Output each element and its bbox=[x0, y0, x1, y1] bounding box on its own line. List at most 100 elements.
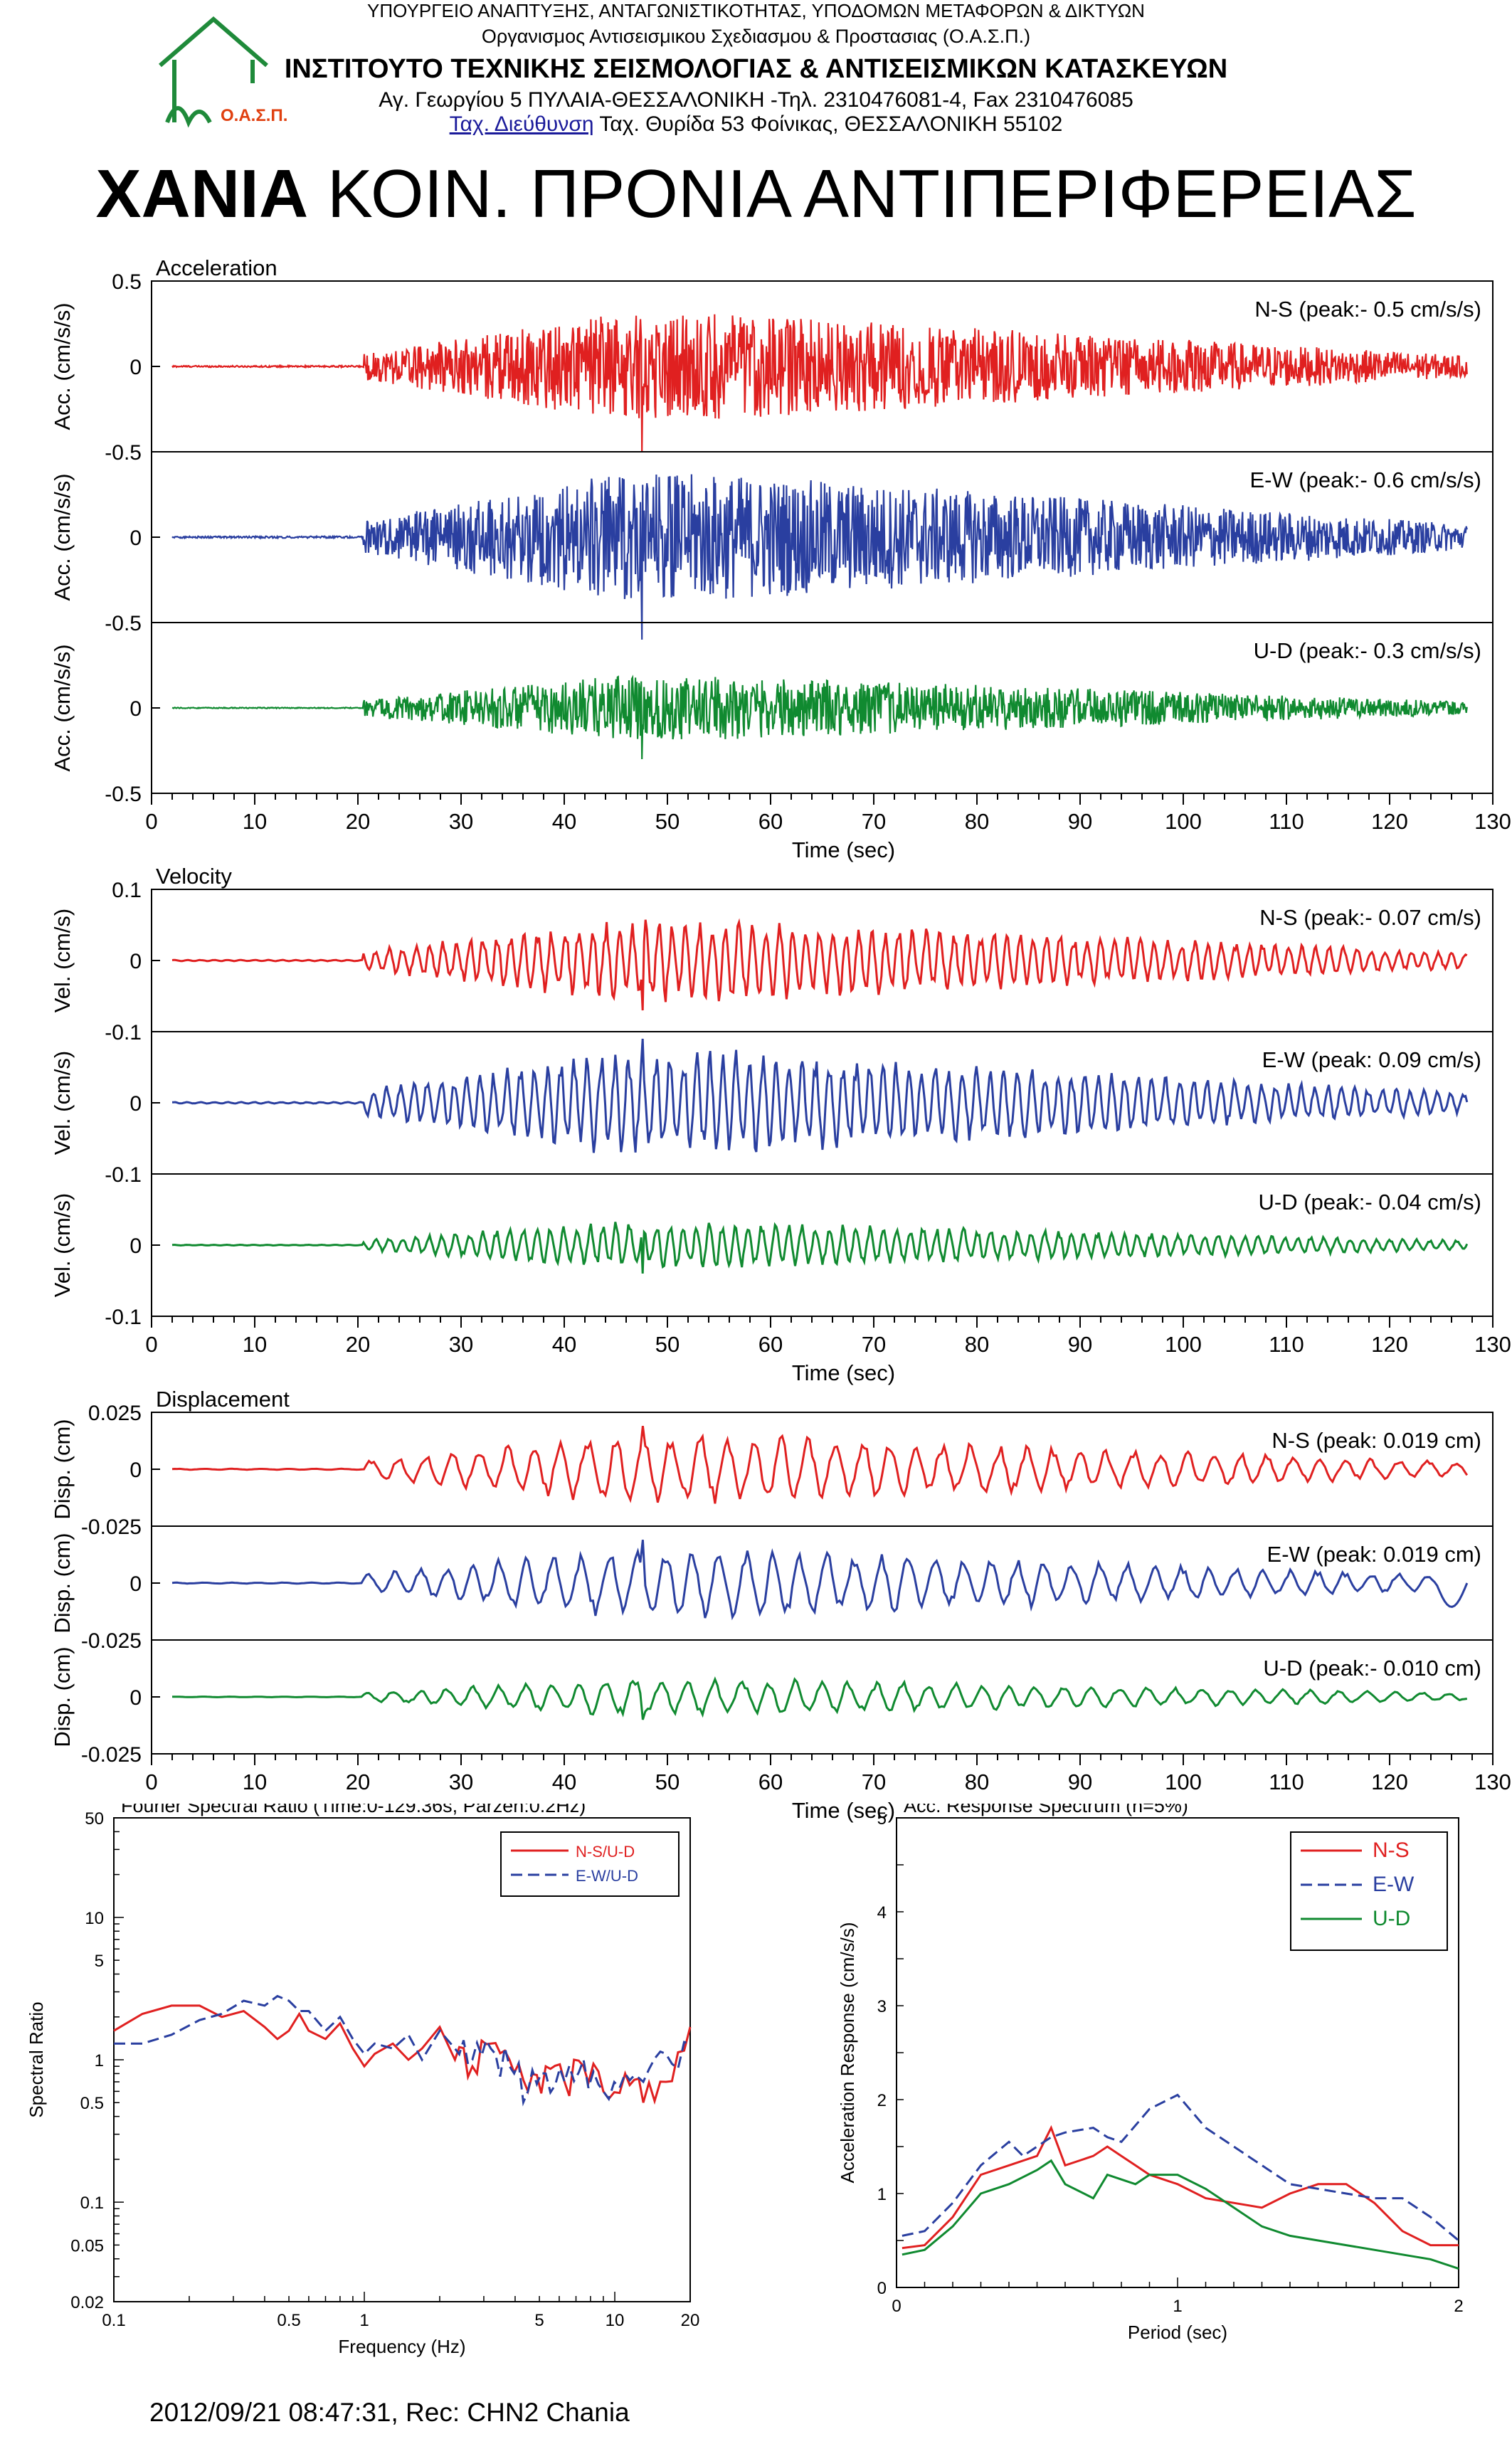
series-label: E-W (peak: 0.019 cm) bbox=[1267, 1542, 1481, 1567]
x-tick-label: 20 bbox=[681, 2311, 700, 2330]
y-tick-label: 0 bbox=[129, 356, 142, 379]
x-axis-label: Time (sec) bbox=[792, 1798, 895, 1823]
address-line: Αγ. Γεωργίου 5 ΠΥΛΑΙΑ-ΘΕΣΣΑΛΟΝΙΚΗ -Τηλ. … bbox=[379, 88, 1133, 112]
organization-line: Οργανισμος Αντισεισμικου Σχεδιασμου & Πρ… bbox=[481, 26, 1031, 47]
trace-n-s bbox=[171, 918, 1468, 1011]
x-tick-label: 10 bbox=[243, 1332, 267, 1357]
title-station: ΚΟΙΝ. ΠΡΟΝΙΑ ΑΝΤΙΠΕΡΙΦΕΡΕΙΑΣ bbox=[308, 156, 1417, 232]
trace-u-d bbox=[171, 674, 1468, 760]
x-tick-label: 100 bbox=[1165, 809, 1202, 834]
y-tick-label: -0.5 bbox=[105, 612, 142, 635]
trace-n-s bbox=[171, 1426, 1469, 1504]
response-spectrum-chart: Acc. Response Spectrum (h=5%) 0 1 2 0 1 2 3 4 5 Pe… bbox=[837, 1804, 1464, 2343]
y-tick-label: 0 bbox=[129, 1459, 142, 1482]
postal-text: Ταχ. Θυρίδα 53 Φοίνικας, ΘΕΣΣΑΛΟΝΙΚΗ 551… bbox=[593, 112, 1063, 136]
postal-label-link[interactable]: Ταχ. Διεύθυνση bbox=[449, 112, 594, 136]
x-tick-label: 0.1 bbox=[102, 2311, 125, 2330]
y-tick-label: -0.1 bbox=[105, 1306, 142, 1329]
x-tick-label: 80 bbox=[965, 809, 989, 834]
chart-title: Fourier Spectral Ratio (Time:0-129.36s, … bbox=[121, 1804, 586, 1816]
x-tick-label: 30 bbox=[449, 1332, 473, 1357]
title-city: ΧΑΝΙΑ bbox=[95, 156, 309, 232]
x-tick-label: 1 bbox=[359, 2311, 369, 2330]
y-tick-label: 0 bbox=[877, 2279, 887, 2298]
series-label: E-W (peak:- 0.6 cm/s/s) bbox=[1249, 467, 1481, 492]
x-tick-label: 0 bbox=[145, 1332, 157, 1357]
y-axis-label: Spectral Ratio bbox=[26, 2001, 47, 2117]
y-tick-label: 10 bbox=[85, 1909, 104, 1928]
y-tick-label: 2 bbox=[877, 2091, 887, 2110]
chart-title: Displacement bbox=[156, 1387, 290, 1412]
trace-u-d bbox=[172, 1676, 1468, 1720]
x-tick-label: 60 bbox=[758, 1769, 783, 1794]
x-tick-label: 0.5 bbox=[277, 2311, 300, 2330]
series-label: U-D (peak:- 0.04 cm/s) bbox=[1258, 1190, 1481, 1215]
series-label: U-D (peak:- 0.3 cm/s/s) bbox=[1254, 638, 1481, 663]
trace-e-w bbox=[172, 1038, 1469, 1153]
legend-entry: E-W bbox=[1373, 1873, 1415, 1896]
x-tick-label: 0 bbox=[145, 809, 157, 834]
y-axis-label: Disp. (cm) bbox=[50, 1646, 75, 1747]
spectrum-line-e-w-u-d bbox=[114, 1994, 691, 2107]
y-tick-label: -0.025 bbox=[81, 1743, 142, 1767]
x-tick-label: 120 bbox=[1371, 1769, 1408, 1794]
spectrum-line-n-s bbox=[902, 2125, 1459, 2250]
legend-box bbox=[500, 1831, 680, 1897]
y-axis-label: Acc. (cm/s/s) bbox=[50, 644, 75, 771]
y-tick-label: 0 bbox=[129, 697, 142, 721]
x-tick-label: 70 bbox=[862, 1769, 886, 1794]
y-tick-label: 0.1 bbox=[80, 2194, 104, 2213]
x-tick-label: 110 bbox=[1269, 1332, 1304, 1357]
trace-e-w bbox=[171, 474, 1468, 640]
x-tick-label: 20 bbox=[346, 809, 370, 834]
x-tick-label: 30 bbox=[449, 809, 473, 834]
x-tick-label: 10 bbox=[243, 1769, 267, 1794]
y-tick-label: 0.1 bbox=[112, 879, 142, 902]
x-tick-label: 1 bbox=[1173, 2297, 1182, 2316]
x-tick-label: 110 bbox=[1269, 1769, 1304, 1794]
y-tick-label: -0.025 bbox=[81, 1629, 142, 1653]
x-tick-label: 80 bbox=[965, 1332, 989, 1357]
series-label: N-S (peak:- 0.5 cm/s/s) bbox=[1254, 297, 1481, 322]
x-tick-label: 0 bbox=[892, 2297, 901, 2316]
series-label: U-D (peak:- 0.010 cm) bbox=[1263, 1656, 1481, 1681]
y-tick-label: 5 bbox=[95, 1952, 104, 1971]
x-tick-label: 70 bbox=[862, 1332, 886, 1357]
y-tick-label: 0.025 bbox=[88, 1402, 142, 1425]
svg-text:Ο.Α.Σ.Π.: Ο.Α.Σ.Π. bbox=[221, 106, 287, 125]
postal-line: Ταχ. Διεύθυνση Ταχ. Θυρίδα 53 Φοίνικας, … bbox=[0, 112, 1512, 137]
y-tick-label: 0.5 bbox=[112, 270, 142, 294]
x-tick-label: 110 bbox=[1269, 809, 1304, 834]
y-tick-label: -0.025 bbox=[81, 1515, 142, 1539]
x-tick-label: 60 bbox=[758, 1332, 783, 1357]
institute-line: ΙΝΣΤΙΤΟΥΤΟ ΤΕΧΝΙΚΗΣ ΣΕΙΣΜΟΛΟΓΙΑΣ & ΑΝΤΙΣ… bbox=[284, 54, 1228, 84]
y-tick-label: 3 bbox=[877, 1997, 887, 2016]
x-axis-label: Frequency (Hz) bbox=[338, 2336, 465, 2357]
x-tick-label: 40 bbox=[552, 1769, 576, 1794]
x-tick-label: 100 bbox=[1165, 1769, 1202, 1794]
series-label: N-S (peak:- 0.07 cm/s) bbox=[1259, 905, 1481, 930]
x-tick-label: 40 bbox=[552, 1332, 576, 1357]
x-tick-label: 80 bbox=[965, 1769, 989, 1794]
chart-title: Velocity bbox=[156, 864, 232, 889]
y-tick-label: -0.1 bbox=[105, 1021, 142, 1044]
trace-n-s bbox=[171, 314, 1468, 453]
legend-entry: N-S bbox=[1373, 1838, 1410, 1862]
x-tick-label: 100 bbox=[1165, 1332, 1202, 1357]
y-tick-label: 0.5 bbox=[80, 2094, 104, 2113]
y-axis-label: Acc. (cm/s/s) bbox=[50, 302, 75, 430]
y-tick-label: 50 bbox=[85, 1809, 104, 1829]
x-tick-label: 130 bbox=[1474, 1769, 1511, 1794]
footer-record-info: 2012/09/21 08:47:31, Rec: CHN2 Chania bbox=[149, 2398, 630, 2427]
x-tick-label: 20 bbox=[346, 1332, 370, 1357]
y-tick-label: -0.5 bbox=[105, 441, 142, 465]
x-tick-label: 90 bbox=[1068, 1769, 1092, 1794]
x-tick-label: 2 bbox=[1454, 2297, 1463, 2316]
legend-entry: U-D bbox=[1373, 1907, 1410, 1930]
y-axis-label: Acceleration Response (cm/s/s) bbox=[837, 1922, 858, 2183]
y-tick-label: 0 bbox=[129, 527, 142, 550]
x-tick-label: 30 bbox=[449, 1769, 473, 1794]
